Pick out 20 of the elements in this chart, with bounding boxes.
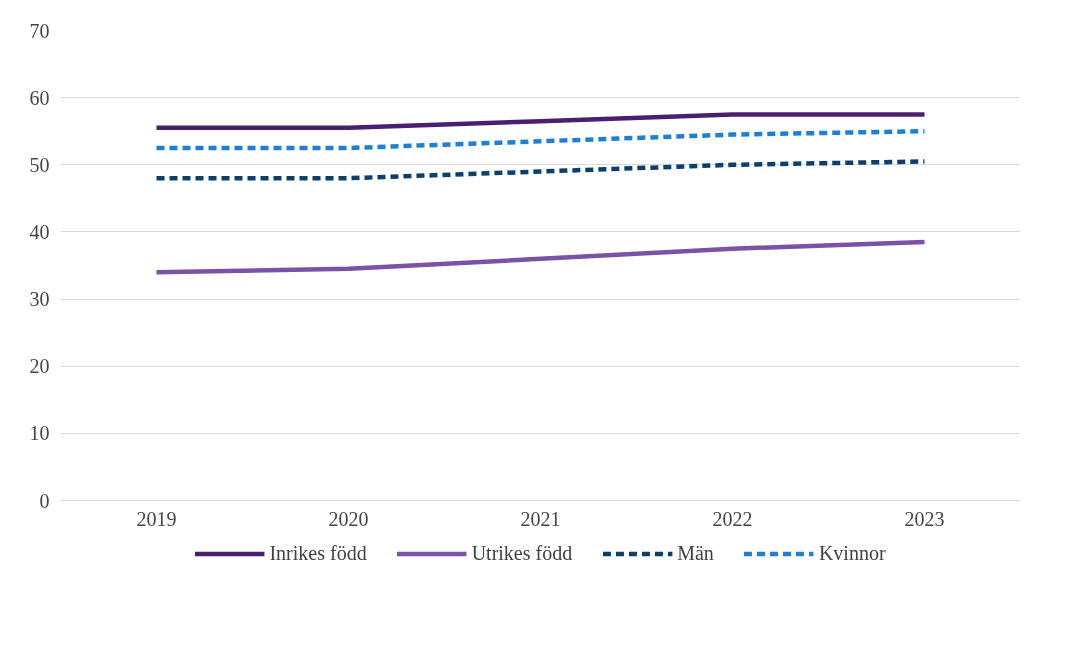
legend-label: Inrikes född [269, 541, 367, 565]
line-series [154, 128, 927, 151]
x-tick-label: 2023 [904, 507, 945, 530]
y-tick-label: 60 [29, 86, 50, 109]
line-series [154, 239, 927, 275]
line-series [154, 159, 927, 181]
legend-label: Män [677, 541, 714, 565]
x-tick-label: 2021 [520, 507, 561, 530]
legend-label: Utrikes född [471, 541, 573, 565]
y-tick-label: 20 [29, 355, 50, 378]
y-tick-label: 10 [29, 422, 50, 445]
legend-label: Kvinnor [818, 541, 886, 565]
y-tick-label: 70 [29, 19, 50, 42]
x-tick-label: 2019 [136, 507, 177, 530]
y-tick-label: 0 [39, 489, 50, 512]
y-tick-label: 30 [29, 288, 50, 311]
x-tick-label: 2020 [328, 507, 369, 530]
y-tick-label: 40 [29, 220, 50, 243]
x-tick-label: 2022 [712, 507, 753, 530]
y-tick-label: 50 [29, 153, 50, 176]
